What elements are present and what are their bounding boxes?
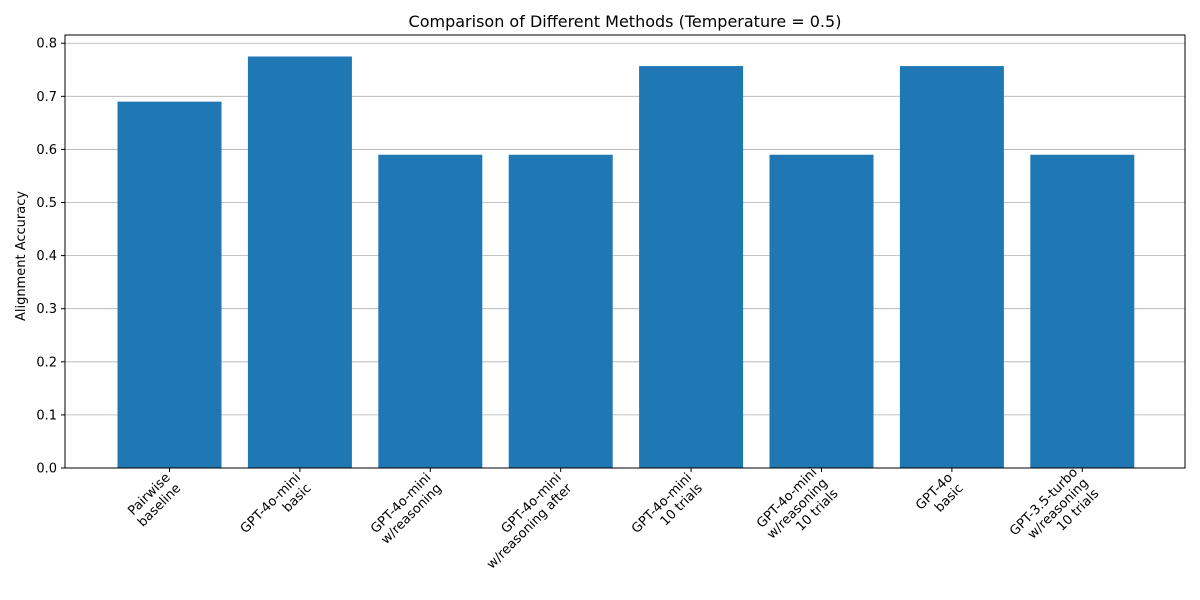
bar (117, 101, 222, 468)
y-tick-label: 0.3 (36, 302, 57, 317)
y-axis-label: Alignment Accuracy (14, 191, 29, 321)
bars (117, 56, 1135, 469)
bar (508, 154, 613, 469)
bar (899, 66, 1004, 468)
plot-frame (64, 34, 1186, 469)
y-tick-label: 0.7 (36, 90, 57, 105)
y-tick-label: 0.4 (36, 249, 57, 264)
bar (1030, 154, 1135, 469)
chart-title: Comparison of Different Methods (Tempera… (409, 12, 842, 31)
y-tick-label: 0.5 (36, 196, 57, 211)
y-tick-label: 0.2 (36, 355, 57, 370)
y-tick-label: 0.1 (36, 408, 57, 423)
y-tick-label: 0.0 (36, 462, 57, 477)
bar (247, 56, 352, 468)
y-tick-label: 0.8 (36, 37, 57, 52)
bar (639, 66, 744, 468)
y-tick-label: 0.6 (36, 143, 57, 158)
bar (378, 154, 483, 469)
bar (769, 154, 874, 469)
